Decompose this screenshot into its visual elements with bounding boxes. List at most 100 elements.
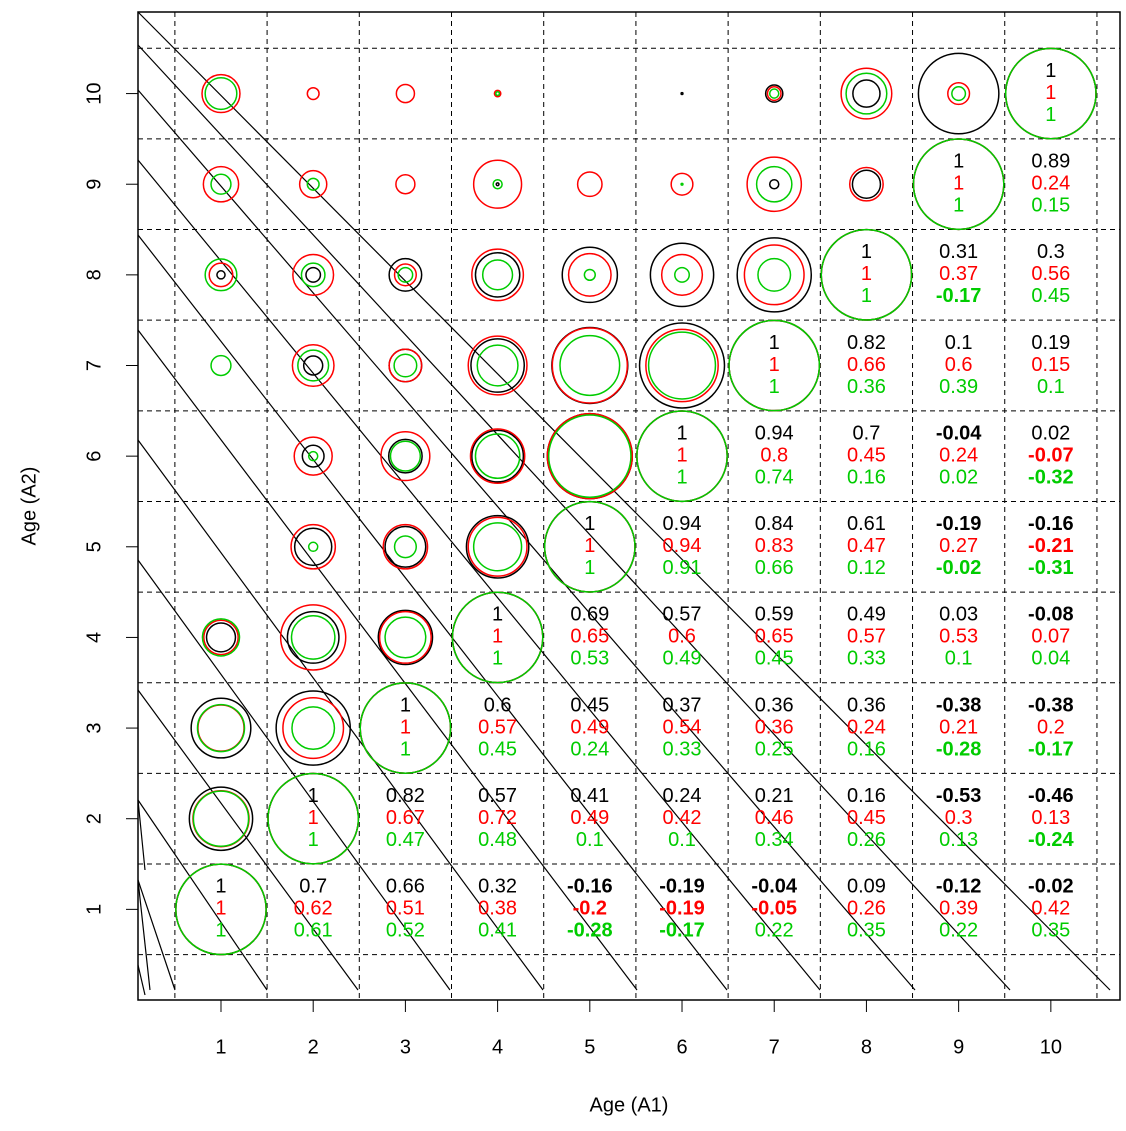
guide-line: [137, 559, 451, 991]
correlation-label: 0.94: [755, 422, 794, 444]
correlation-label: 0.72: [478, 807, 517, 829]
correlation-circle: [474, 433, 521, 480]
correlation-label: 0.16: [847, 466, 886, 488]
guide-line: [137, 799, 268, 991]
correlation-label: 0.36: [755, 716, 794, 738]
correlation-circle: [680, 182, 684, 186]
correlation-circle: [359, 682, 452, 775]
correlation-label: 1: [861, 241, 872, 263]
correlation-label: 1: [308, 785, 319, 807]
correlation-circle: [840, 67, 893, 120]
correlation-label: 0.6: [945, 354, 973, 376]
correlation-circle: [298, 169, 328, 199]
correlation-label: 0.47: [847, 535, 886, 557]
correlation-circle: [286, 610, 340, 664]
correlation-label: 1: [215, 920, 226, 942]
correlation-circle: [951, 86, 967, 102]
correlation-circle: [377, 609, 434, 666]
correlation-circle: [768, 178, 780, 190]
correlation-label: 0.2: [1037, 716, 1065, 738]
correlation-circle: [471, 248, 525, 302]
correlation-label: 0.91: [663, 557, 702, 579]
correlation-label: 0.45: [755, 648, 794, 670]
correlation-label: 1: [676, 422, 687, 444]
correlation-circle: [307, 541, 319, 553]
correlation-label: 1: [308, 807, 319, 829]
correlation-label: 0.37: [663, 694, 702, 716]
correlation-label: 0.36: [847, 694, 886, 716]
correlation-circle: [393, 535, 417, 559]
correlation-label: 0.94: [663, 535, 702, 557]
correlation-circle: [546, 412, 634, 500]
correlation-label: 0.24: [1031, 173, 1070, 195]
correlation-circle: [470, 338, 526, 393]
correlation-label: 0.42: [1031, 898, 1070, 920]
correlation-label: -0.19: [659, 898, 705, 920]
correlation-label: 0.12: [847, 557, 886, 579]
correlation-circle: [208, 262, 234, 288]
correlation-circle: [291, 706, 336, 751]
correlation-circle: [471, 429, 525, 483]
correlation-label: -0.21: [1028, 535, 1074, 557]
correlation-label: 1: [1045, 60, 1056, 82]
correlation-label: 1: [861, 263, 872, 285]
correlation-circle: [465, 514, 530, 579]
correlation-label: 1: [400, 738, 411, 760]
correlation-label: 0.61: [847, 513, 886, 535]
correlation-label: 0.3: [945, 807, 973, 829]
correlation-circle: [728, 319, 821, 412]
correlation-circle: [397, 266, 414, 283]
correlation-label: -0.46: [1028, 785, 1074, 807]
correlation-circle: [472, 522, 523, 572]
correlation-label: 1: [953, 173, 964, 195]
correlation-label: 0.24: [570, 738, 609, 760]
x-tick-label: 3: [400, 1036, 411, 1058]
correlation-label: -0.16: [1028, 513, 1074, 535]
correlation-circle: [192, 790, 250, 848]
correlation-label: -0.04: [751, 876, 797, 898]
correlation-label: 0.83: [755, 535, 794, 557]
x-tick-label: 7: [769, 1036, 780, 1058]
correlation-circle: [293, 527, 333, 567]
y-tick-label: 5: [83, 541, 105, 552]
correlation-label: 0.22: [755, 920, 794, 942]
correlation-label: 1: [953, 151, 964, 173]
correlation-circle: [306, 177, 320, 191]
correlation-circle: [638, 322, 726, 409]
x-tick-label: 1: [215, 1036, 226, 1058]
guide-line: [137, 159, 821, 991]
correlation-label: 0.16: [847, 738, 886, 760]
correlation-label: 0.19: [1031, 332, 1070, 354]
correlation-circle: [917, 52, 1000, 135]
correlation-label: 0.13: [1031, 807, 1070, 829]
correlation-circle: [561, 246, 619, 304]
correlation-circle: [848, 166, 884, 202]
correlation-label: 0.66: [847, 354, 886, 376]
correlation-circle: [306, 86, 320, 101]
correlation-label: 0.36: [755, 694, 794, 716]
x-axis-title: Age (A1): [590, 1094, 669, 1116]
correlation-circle: [559, 334, 621, 397]
guide-line: [137, 11, 1111, 991]
correlation-label: 0.66: [755, 557, 794, 579]
x-tick-label: 2: [308, 1036, 319, 1058]
correlation-circle: [755, 165, 793, 203]
correlation-label: 1: [1045, 82, 1056, 104]
correlation-label: 0.51: [386, 898, 425, 920]
correlation-circle: [291, 343, 335, 388]
correlation-circle: [388, 257, 423, 292]
guide-line: [137, 234, 728, 991]
correlation-label: -0.17: [659, 920, 705, 942]
correlation-label: -0.02: [936, 557, 982, 579]
correlation-circle: [567, 252, 612, 297]
correlation-circle: [210, 354, 232, 377]
correlation-circle: [660, 253, 704, 296]
x-tick-label: 8: [861, 1036, 872, 1058]
correlation-label: 0.1: [576, 829, 604, 851]
correlation-circle: [746, 156, 803, 213]
correlation-circle: [378, 610, 432, 664]
correlation-label: 0.32: [478, 876, 517, 898]
correlation-label: 0.24: [663, 785, 702, 807]
correlation-label: 0.09: [847, 876, 886, 898]
